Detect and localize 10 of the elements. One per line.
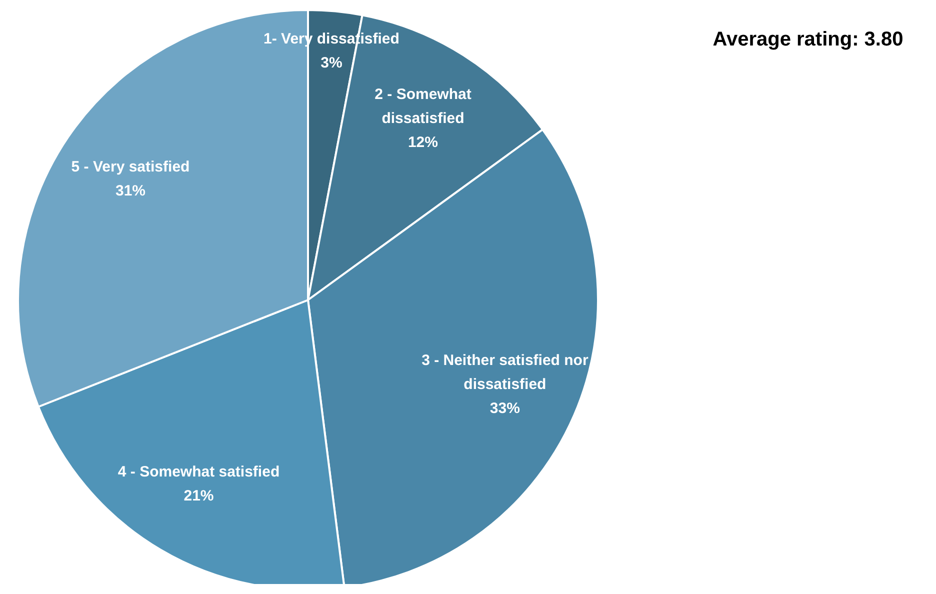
slice-label: 3 - Neither satisfied nor dissatisfied	[422, 352, 588, 394]
data-label: 12%	[408, 134, 438, 151]
data-label: 21%	[184, 488, 214, 505]
slice-label: 2 - Somewhat dissatisfied	[374, 86, 472, 127]
data-label: 31%	[115, 182, 146, 200]
data-label: 3%	[320, 54, 342, 72]
slice-label: 5 - Very satisfied	[71, 158, 190, 176]
data-label: 33%	[490, 400, 520, 418]
slice-label: 4 - Somewhat satisfied	[118, 464, 280, 481]
text: Average rating: 3.80	[712, 28, 904, 50]
